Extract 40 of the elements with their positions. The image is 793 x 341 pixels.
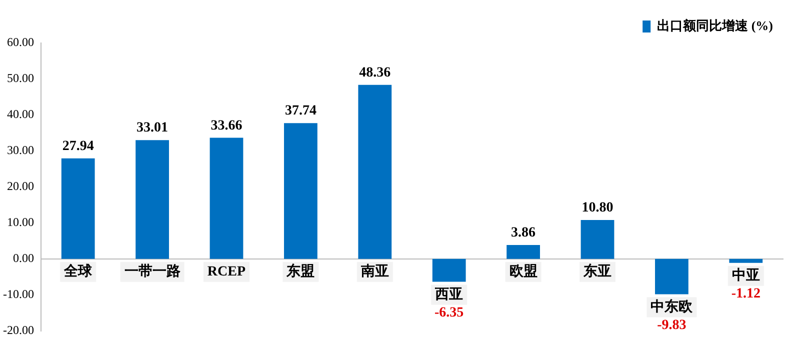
x-tick-label: 一带一路 (124, 263, 180, 280)
data-label: 3.86 (511, 226, 536, 241)
bar (432, 258, 466, 282)
y-tick-label: 40.00 (6, 107, 34, 122)
y-tick-label: 50.00 (6, 71, 34, 86)
x-tick-label: RCEP (207, 264, 246, 280)
y-tick-label: -10.00 (2, 286, 34, 301)
x-tick-label: 中亚 (732, 267, 760, 284)
x-tick-label: 东亚 (582, 262, 612, 280)
data-label: 10.80 (582, 200, 614, 216)
x-tick-label: 全球 (63, 263, 94, 280)
y-tick-label: 20.00 (6, 179, 34, 194)
data-label: -6.35 (434, 305, 464, 320)
y-tick-label: -20.00 (2, 322, 34, 337)
bar (358, 84, 392, 259)
x-tick-label: 东盟 (286, 262, 315, 280)
y-tick-label: 60.00 (6, 35, 34, 50)
data-label: 33.66 (210, 118, 242, 134)
bar (61, 158, 95, 259)
y-tick-label: 10.00 (6, 215, 34, 230)
x-tick-label: 西亚 (434, 286, 464, 302)
data-label: 27.94 (62, 138, 94, 154)
bar (210, 138, 244, 259)
bar (284, 123, 318, 259)
data-label: 37.74 (284, 104, 316, 119)
bar (136, 140, 169, 259)
bar (506, 244, 540, 259)
x-tick-label: 南亚 (360, 263, 389, 280)
bar (655, 258, 688, 294)
data-label: -1.12 (731, 286, 760, 302)
x-tick-label: 中东欧 (650, 298, 694, 315)
y-tick-label: 30.00 (6, 143, 34, 158)
data-label: -9.83 (657, 318, 686, 333)
y-tick-label: 0.00 (12, 251, 34, 266)
x-tick-label: 欧盟 (509, 263, 538, 280)
legend-label: 出口额同比增速 (%) (657, 18, 774, 33)
data-label: 48.36 (359, 65, 391, 80)
bar (729, 258, 763, 263)
bar (580, 220, 614, 259)
data-label: 33.01 (136, 120, 168, 136)
